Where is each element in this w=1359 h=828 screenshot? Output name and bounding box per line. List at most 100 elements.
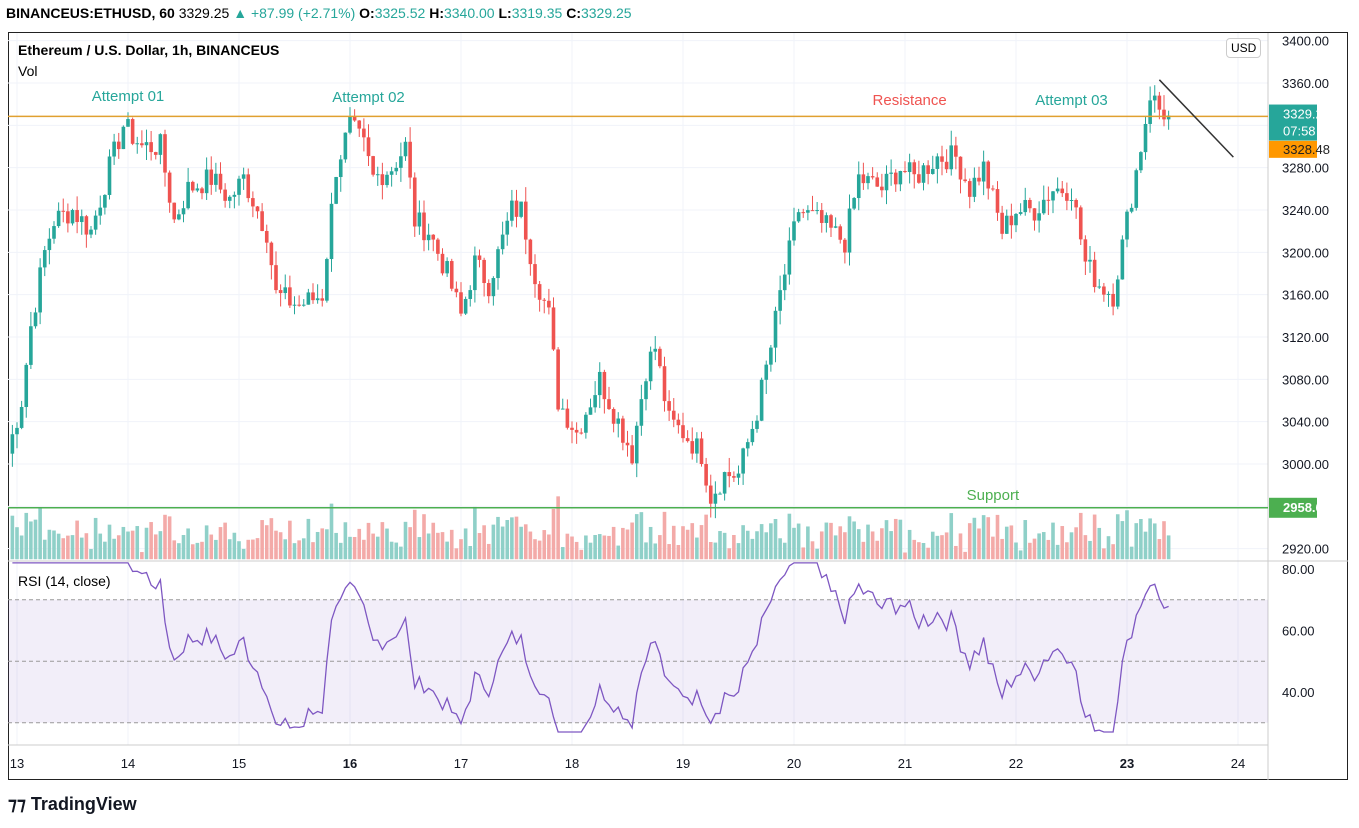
volume-bar <box>52 530 56 560</box>
volume-bar <box>158 531 163 560</box>
volume-bar <box>676 545 681 560</box>
volume-bar <box>787 513 792 560</box>
candle-body <box>500 234 505 250</box>
volume-bar <box>167 516 172 560</box>
candle-body <box>84 216 89 235</box>
candle-body <box>223 189 227 201</box>
candle-body <box>935 156 940 169</box>
candle-body <box>1009 215 1014 226</box>
candle-body <box>477 255 482 260</box>
volume-bar <box>963 551 967 560</box>
annotation-label: Attempt 02 <box>332 89 405 106</box>
candle-body <box>190 181 195 191</box>
volume-bar <box>315 531 320 560</box>
volume-bar <box>1046 539 1051 560</box>
candle-body <box>251 198 255 207</box>
candle-body <box>579 432 584 434</box>
candle-body <box>597 371 602 396</box>
candle-body <box>695 438 699 454</box>
volume-bar <box>699 525 704 560</box>
volume-bar <box>630 522 634 560</box>
candle-body <box>810 210 815 212</box>
candle-body <box>713 493 718 504</box>
candle-body <box>644 381 648 400</box>
volume-bar <box>1065 542 1069 560</box>
volume-bar <box>718 531 722 560</box>
time-tick-label: 15 <box>232 756 246 771</box>
volume-bar <box>19 535 24 560</box>
volume-bar <box>602 535 607 560</box>
candle-body <box>787 240 792 275</box>
volume-bar <box>241 548 246 560</box>
volume-bar <box>1166 535 1171 560</box>
price-badge <box>1269 497 1317 518</box>
candle-body <box>107 156 112 195</box>
volume-bar <box>778 538 782 560</box>
volume-bar <box>505 520 510 560</box>
candle-body <box>89 229 93 235</box>
candle-body <box>782 274 787 291</box>
volume-bar <box>537 540 542 560</box>
volume-bar <box>912 539 917 560</box>
candle-body <box>921 165 926 183</box>
volume-bar <box>352 536 357 560</box>
candle-body <box>773 310 778 348</box>
candle-body <box>334 177 338 204</box>
volume-bar <box>491 524 496 560</box>
price-badge-countdown: 07:58 <box>1283 124 1316 139</box>
volume-bar <box>477 533 482 560</box>
candle-body <box>796 212 801 222</box>
volume-bar <box>426 533 431 560</box>
candle-body <box>690 441 695 454</box>
price-badge-value: 3328.48 <box>1283 142 1330 157</box>
candle-body <box>722 472 727 494</box>
candle-body <box>1037 213 1041 221</box>
candle-body <box>519 201 523 217</box>
volume-bar <box>24 512 29 560</box>
volume-bar <box>264 525 269 560</box>
volume-bar <box>935 535 940 560</box>
volume-bar <box>880 528 884 560</box>
volume-bar <box>704 514 708 560</box>
candle-body <box>528 239 533 265</box>
candle-body <box>1023 199 1028 213</box>
volume-bar <box>283 539 288 560</box>
volume-bar <box>523 524 528 560</box>
candle-body <box>658 348 662 367</box>
volume-bar <box>801 547 806 560</box>
candle-body <box>556 349 560 410</box>
volume-bar <box>755 531 759 560</box>
volume-bar <box>1139 519 1143 560</box>
candle-body <box>903 170 907 173</box>
volume-bar <box>528 531 533 560</box>
currency-button[interactable]: USD <box>1226 38 1262 58</box>
volume-bar <box>949 513 954 560</box>
volume-bar <box>79 537 84 560</box>
volume-bar <box>1102 548 1106 560</box>
time-tick-label: 14 <box>121 756 135 771</box>
volume-bar <box>639 512 644 560</box>
candle-body <box>750 428 755 443</box>
candle-body <box>491 278 496 297</box>
chart-frame[interactable] <box>8 32 1348 780</box>
candle-body <box>412 177 417 227</box>
candle-body <box>745 442 750 449</box>
volume-bar <box>926 547 930 560</box>
price-tick-label: 3160.00 <box>1282 288 1329 303</box>
candle-body <box>972 177 977 197</box>
volume-bar <box>782 542 787 560</box>
price-badge <box>1269 140 1317 158</box>
volume-bar <box>1037 533 1041 560</box>
rsi-line <box>12 562 1169 733</box>
volume-bar <box>565 533 570 560</box>
time-tick-label: 18 <box>565 756 579 771</box>
candle-body <box>926 165 930 174</box>
candle-body <box>634 425 639 464</box>
volume-bar <box>389 541 394 560</box>
candle-body <box>727 472 732 477</box>
volume-bar <box>722 532 727 560</box>
candle-body <box>177 214 181 220</box>
volume-bar <box>292 543 297 560</box>
candle-body <box>246 174 251 199</box>
